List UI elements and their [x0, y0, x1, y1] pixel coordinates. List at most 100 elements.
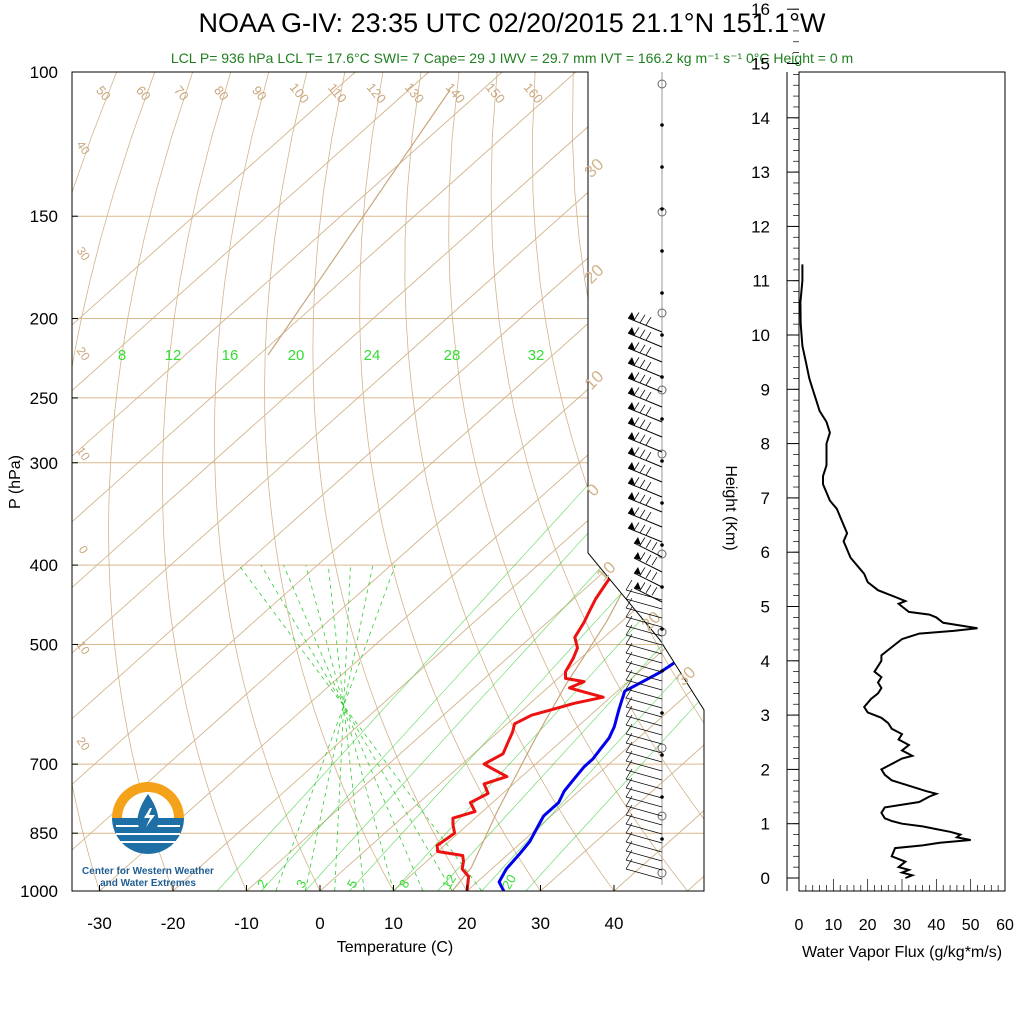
wind-barb-feather: [625, 642, 633, 654]
wind-barb-feather: [639, 329, 646, 339]
wind-barb-feather: [639, 494, 646, 504]
logo-bolt-icon: [144, 808, 155, 827]
wind-barb-feather: [639, 374, 646, 384]
wind-barb-feather: [639, 582, 646, 591]
wind-barb: [625, 850, 663, 862]
adiabat-label: 60: [133, 83, 154, 104]
wind-height-marker: [657, 79, 667, 89]
wind-barb-flag: [628, 417, 635, 425]
wind-barb: [627, 422, 663, 438]
moist-adiabat-line: [238, 564, 483, 891]
wind-barb: [633, 542, 663, 558]
x-tick-label: 10: [384, 914, 403, 933]
height-tick-label: 6: [761, 543, 770, 562]
isotherm-line: [72, 72, 704, 891]
wind-dot: [660, 753, 664, 757]
isotherm-line: [246, 72, 704, 891]
wind-height-marker: [657, 449, 667, 459]
dry-adiabat-line: [763, 72, 1024, 891]
wind-barb: [625, 733, 663, 745]
wind-barb-feather: [625, 831, 633, 843]
wind-height-marker: [657, 868, 667, 878]
wind-barb-feather: [625, 741, 633, 753]
flux-tick-label: 60: [996, 917, 1014, 934]
isotherm-label: 20: [74, 344, 93, 363]
wind-barb-flag: [628, 342, 635, 350]
height-tick-label: 3: [761, 706, 770, 725]
height-tick-label: 0: [761, 869, 770, 888]
wind-barb-feather: [639, 449, 646, 459]
wind-barb-feather: [645, 361, 652, 371]
x-axis-label: Temperature (C): [337, 939, 453, 956]
wind-barb-feather: [625, 723, 633, 735]
wind-barb: [625, 607, 663, 619]
wind-barb-feather: [645, 539, 652, 549]
isotherm-line: [72, 72, 650, 891]
wind-barb: [627, 497, 663, 513]
adiabat-label: 120: [364, 80, 389, 106]
height-tick-label: 14: [751, 109, 770, 128]
wind-barb-flag: [628, 492, 635, 500]
adiabat-label: 70: [171, 83, 192, 104]
flux-frame: [798, 71, 1006, 892]
wind-dot: [660, 543, 664, 547]
wind-barb: [625, 697, 663, 709]
dry-adiabat-line: [264, 72, 394, 891]
wind-barb-feather: [625, 606, 633, 618]
wind-barb-feather: [625, 732, 633, 744]
wind-barb-feather: [645, 436, 652, 446]
x-tick-label: 0: [315, 914, 324, 933]
y-tick-label: 700: [30, 755, 58, 774]
adiabat-label: 130: [402, 80, 427, 106]
parcel-path: [451, 359, 704, 891]
wind-barb-feather: [651, 586, 658, 596]
mixing-ratio-line: [349, 352, 704, 891]
wind-barb-feather: [645, 554, 652, 564]
wind-barb-feather: [625, 615, 633, 627]
wind-barb-feather: [645, 406, 652, 416]
isotherm-label: 20: [581, 261, 608, 288]
wind-barb: [625, 643, 663, 655]
dry-adiabat-line: [954, 72, 1024, 891]
wind-barb-feather: [625, 678, 633, 690]
wind-barb: [625, 787, 663, 799]
wind-barb-feather: [645, 569, 652, 579]
wind-barb-feather: [625, 849, 633, 861]
mixing-ratio-line: [393, 352, 704, 891]
isotherm-line: [72, 72, 704, 891]
mixing-ratio-line: [481, 352, 704, 891]
isotherm-line: [540, 72, 704, 891]
wind-barb: [625, 589, 663, 601]
dry-adiabat-line: [878, 72, 1024, 891]
wind-barb-feather: [639, 359, 646, 369]
wind-barb-feather: [633, 327, 640, 336]
wind-barb-feather: [639, 552, 646, 561]
wind-barb: [625, 841, 663, 853]
wind-barb: [625, 724, 663, 736]
wind-barb: [625, 742, 663, 754]
wind-barb-feather: [625, 750, 633, 762]
wind-barb: [625, 778, 663, 790]
dry-adiabat-line: [916, 72, 1024, 891]
isotherm-label: 0: [583, 480, 603, 500]
wind-barb-flag: [628, 447, 635, 455]
isotherm-line: [72, 72, 704, 891]
adiabat-label: 150: [483, 80, 508, 106]
wind-barb: [627, 347, 663, 363]
mixing-ratio-label: 20: [499, 872, 519, 892]
isotherm-label: 30: [74, 244, 93, 263]
wind-barb-flag: [628, 372, 635, 380]
wind-barb-feather: [645, 496, 652, 506]
x-tick-label: -20: [161, 914, 186, 933]
adiabat-label: 140: [443, 80, 468, 106]
isotherm-line: [613, 72, 704, 891]
wind-barb: [633, 557, 663, 573]
y-tick-label: 400: [30, 556, 58, 575]
logo-caption: Center for Western Weather and Water Ext…: [72, 866, 224, 890]
wind-barb: [625, 661, 663, 673]
wind-barb-flag: [628, 327, 635, 335]
wind-barb-feather: [625, 633, 633, 645]
adiabat-label: 90: [249, 83, 270, 104]
isotherm-line: [72, 72, 577, 891]
